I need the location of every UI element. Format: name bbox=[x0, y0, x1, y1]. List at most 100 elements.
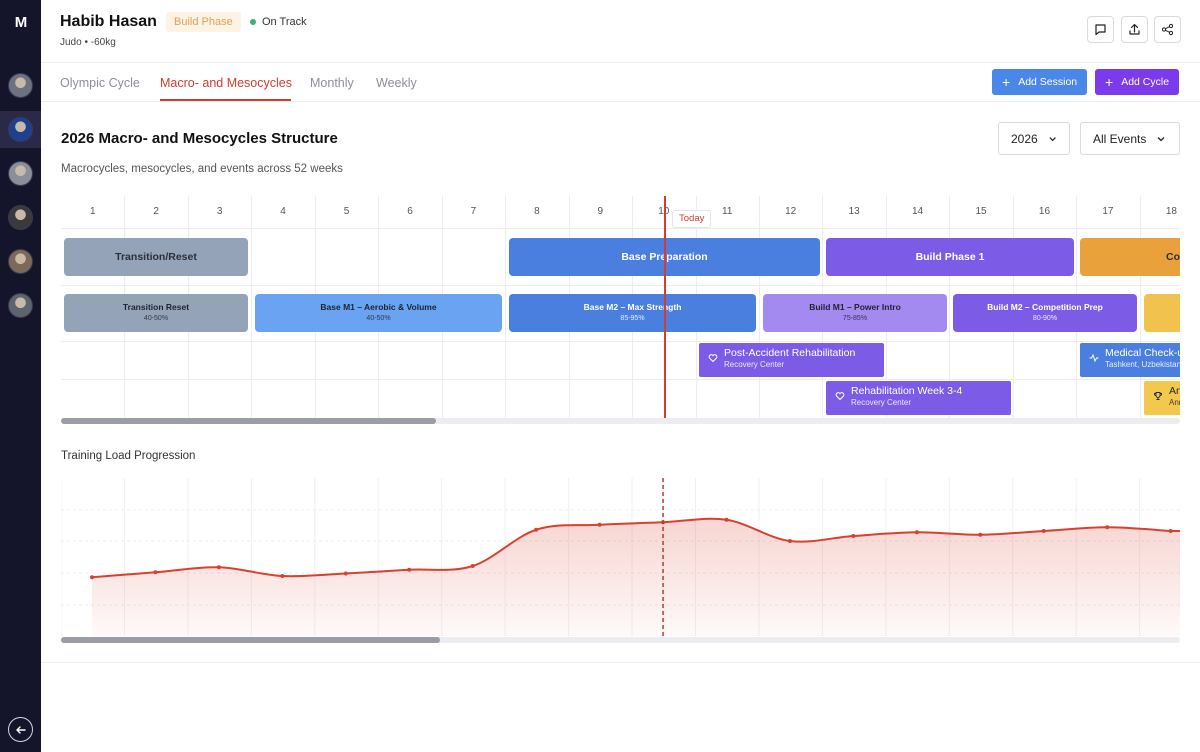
today-marker-line bbox=[664, 196, 666, 418]
trophy-icon bbox=[1153, 392, 1163, 400]
event-subtitle: Recovery Center bbox=[851, 398, 912, 407]
chart-data-point bbox=[978, 532, 983, 537]
chart-data-point bbox=[153, 570, 158, 575]
section-title: 2026 Macro- and Mesocycles Structure bbox=[61, 130, 338, 147]
chart-data-point bbox=[1105, 525, 1110, 530]
mesocycle-label: Base M1 – Aerobic & Volume bbox=[320, 302, 437, 312]
avatar-4[interactable] bbox=[8, 205, 33, 230]
athlete-header: Habib Hasan Build Phase On Track Judo • … bbox=[41, 0, 1200, 63]
week-label: 6 bbox=[407, 206, 413, 217]
week-column bbox=[758, 196, 822, 418]
event-card[interactable]: Medical Check-up Tashkent, Uzbekistan bbox=[1080, 343, 1180, 377]
tab-olympic-cycle[interactable]: Olympic Cycle bbox=[60, 76, 140, 90]
add-cycle-label: Add Cycle bbox=[1121, 76, 1170, 88]
avatar-1[interactable] bbox=[8, 73, 33, 98]
upload-icon bbox=[1129, 23, 1140, 35]
chart-data-point bbox=[534, 527, 539, 532]
event-card[interactable]: Post-Accident Rehabilitation Recovery Ce… bbox=[699, 343, 884, 377]
week-label: 18 bbox=[1165, 206, 1177, 217]
event-filter-select[interactable]: All Events bbox=[1080, 122, 1180, 155]
event-title: Medical Check-up bbox=[1105, 347, 1180, 359]
status-indicator: On Track bbox=[250, 16, 307, 28]
event-card[interactable]: Rehabilitation Week 3-4 Recovery Center bbox=[826, 381, 1011, 415]
week-label: 14 bbox=[912, 206, 924, 217]
chart-data-point bbox=[1168, 529, 1173, 533]
avatar-2[interactable] bbox=[8, 117, 33, 142]
share-icon bbox=[1161, 23, 1174, 36]
chart-data-point bbox=[343, 571, 348, 576]
week-label: 10 bbox=[649, 206, 679, 217]
add-cycle-button[interactable]: + Add Cycle bbox=[1095, 69, 1180, 95]
athlete-name: Habib Hasan bbox=[60, 13, 157, 30]
export-button[interactable] bbox=[1121, 16, 1148, 43]
view-tabs: Olympic Cycle Macro- and Mesocycles Mont… bbox=[41, 63, 1200, 102]
mesocycle-intensity: 40-50% bbox=[366, 315, 391, 322]
scrollbar-thumb[interactable] bbox=[61, 637, 440, 643]
week-column bbox=[505, 196, 568, 418]
mesocycle-block[interactable]: Base M1 – Aerobic & Volume 40-50% bbox=[255, 294, 502, 332]
tab-weekly[interactable]: Weekly bbox=[376, 76, 417, 90]
chart-series-line bbox=[91, 517, 1180, 579]
mesocycle-block[interactable]: Build M2 – Competition Prep 80-90% bbox=[953, 294, 1137, 332]
chart-data-point bbox=[724, 517, 729, 522]
chevron-down-icon bbox=[1049, 136, 1056, 141]
message-icon bbox=[1095, 24, 1106, 36]
mesocycle-block[interactable]: Transition Reset 40-50% bbox=[64, 294, 248, 332]
week-column bbox=[251, 196, 314, 418]
week-label: 7 bbox=[470, 206, 477, 217]
event-card[interactable]: Annual Competition Annual bbox=[1144, 381, 1180, 415]
mesocycle-block[interactable]: Base M2 – Max Strength 85-95% bbox=[509, 294, 756, 332]
event-subtitle: Annual bbox=[1169, 398, 1180, 407]
mesocycle-block[interactable]: Build M1 – Power Intro 75-85% bbox=[763, 294, 947, 332]
active-tab-indicator bbox=[160, 99, 291, 101]
plus-icon: + bbox=[1002, 74, 1011, 90]
separator-dot: • bbox=[84, 37, 91, 48]
today-marker-label: Today bbox=[672, 210, 712, 228]
week-label: 1 bbox=[89, 206, 96, 217]
share-button[interactable] bbox=[1154, 16, 1181, 43]
mesocycle-intensity: 80-90% bbox=[1032, 315, 1058, 322]
main-panel: Habib Hasan Build Phase On Track Judo • … bbox=[41, 0, 1200, 752]
macrocycle-bar[interactable]: Competition bbox=[1080, 238, 1180, 276]
scrollbar-thumb[interactable] bbox=[61, 418, 436, 424]
chart-scrollbar[interactable] bbox=[61, 637, 1180, 643]
add-session-button[interactable]: + Add Session bbox=[992, 69, 1088, 95]
avatar-5[interactable] bbox=[8, 249, 33, 274]
week-label: 11 bbox=[722, 206, 733, 217]
week-label: 17 bbox=[1102, 206, 1114, 217]
app-logo[interactable]: M bbox=[14, 14, 28, 31]
chart-data-point bbox=[280, 574, 285, 578]
timeline-scrollbar[interactable] bbox=[61, 418, 1180, 424]
macrocycle-bar[interactable]: Build Phase 1 bbox=[826, 238, 1074, 276]
tab-macro-mesocycles[interactable]: Macro- and Mesocycles bbox=[160, 76, 292, 90]
status-dot bbox=[250, 19, 256, 25]
mesocycle-label: Build M1 – Power Intro bbox=[809, 302, 901, 312]
event-title: Annual Competition bbox=[1169, 385, 1180, 397]
back-button[interactable] bbox=[8, 717, 33, 742]
chart-title: Training Load Progression bbox=[61, 450, 196, 462]
plus-icon: + bbox=[1105, 74, 1114, 90]
chart-area-fill bbox=[92, 518, 1180, 636]
year-value: 2026 bbox=[1011, 131, 1038, 146]
avatar-3[interactable] bbox=[8, 161, 33, 186]
week-label: 13 bbox=[848, 206, 860, 217]
tab-monthly[interactable]: Monthly bbox=[310, 76, 354, 90]
chart-data-point bbox=[597, 522, 602, 527]
mesocycle-intensity: 85-95% bbox=[620, 315, 645, 322]
mesocycle-block[interactable] bbox=[1144, 294, 1180, 332]
sidebar: M bbox=[0, 0, 41, 752]
status-label: On Track bbox=[262, 16, 307, 28]
event-subtitle: Tashkent, Uzbekistan bbox=[1105, 360, 1180, 369]
week-label: 5 bbox=[343, 206, 350, 217]
comment-button[interactable] bbox=[1087, 16, 1114, 43]
avatar-6[interactable] bbox=[8, 293, 33, 318]
macrocycle-bar[interactable]: Transition/Reset bbox=[64, 238, 248, 276]
week-column bbox=[1139, 196, 1180, 418]
week-label: 3 bbox=[216, 206, 223, 217]
event-title: Post-Accident Rehabilitation bbox=[724, 347, 856, 359]
arrow-left-icon bbox=[15, 725, 26, 734]
week-label: 2 bbox=[153, 206, 159, 217]
event-title: Rehabilitation Week 3-4 bbox=[851, 385, 963, 397]
timeline-grid: Transition/Reset Base Preparation Build … bbox=[61, 196, 1180, 418]
year-select[interactable]: 2026 bbox=[998, 122, 1070, 155]
